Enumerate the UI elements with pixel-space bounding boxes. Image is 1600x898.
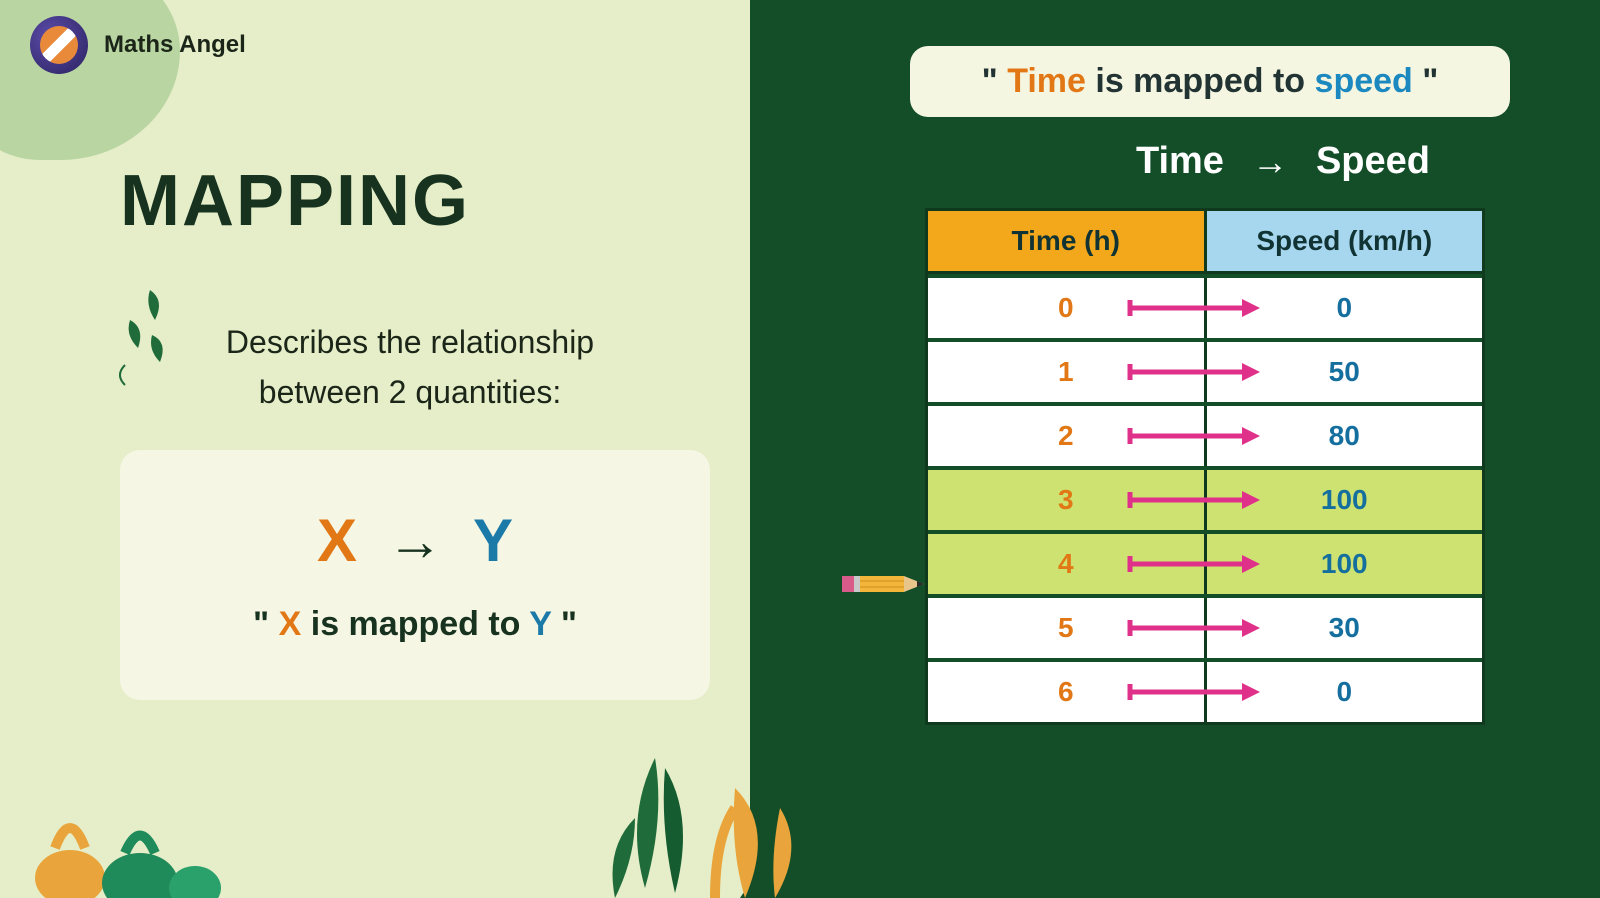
mapping-table: Time (h) Speed (km/h) 001502803100410053… <box>925 208 1485 725</box>
callout-speed: speed <box>1315 62 1413 100</box>
arrow-icon: → <box>1252 141 1288 183</box>
subtitle-line2: between 2 quantities: <box>259 374 561 410</box>
mapping-quote: " X is mapped to Y " <box>253 605 577 644</box>
x-symbol: X <box>317 506 357 575</box>
leaf-decoration-icon <box>110 280 190 390</box>
callout-open: " <box>982 62 1008 100</box>
callout-mid: is mapped to <box>1086 62 1315 100</box>
header-time: Time (h) <box>928 211 1207 274</box>
quote-mid: is mapped to <box>301 605 529 643</box>
pencil-icon <box>842 564 932 604</box>
table-row: 150 <box>928 338 1482 402</box>
mapping-arrow-icon <box>1124 552 1264 576</box>
left-column: MAPPING Describes the relationship betwe… <box>120 160 700 417</box>
ts-time: Time <box>1136 140 1224 183</box>
table-row: 3100 <box>928 466 1482 530</box>
mapping-arrow-icon <box>1124 360 1264 384</box>
quote-x: X <box>279 605 302 643</box>
callout-time: Time <box>1007 62 1086 100</box>
slide-stage: Maths Angel MAPPING Describes the relati… <box>0 0 1600 898</box>
arrow-icon: → <box>387 508 443 573</box>
quote-y: Y <box>529 605 551 643</box>
table-row: 530 <box>928 594 1482 658</box>
table-row: 60 <box>928 658 1482 722</box>
table-row: 280 <box>928 402 1482 466</box>
y-symbol: Y <box>473 506 513 575</box>
callout-close: " <box>1413 62 1439 100</box>
quote-close: " <box>551 605 577 643</box>
table-row: 4100 <box>928 530 1482 594</box>
brand: Maths Angel <box>30 16 246 74</box>
mapping-arrow-icon <box>1124 680 1264 704</box>
mapping-arrow-icon <box>1124 296 1264 320</box>
bush-decoration-icon <box>30 748 250 898</box>
quote-open: " <box>253 605 279 643</box>
header-speed: Speed (km/h) <box>1207 211 1483 274</box>
mapping-arrow-icon <box>1124 488 1264 512</box>
page-title: MAPPING <box>120 160 700 242</box>
mapping-arrow-icon <box>1124 424 1264 448</box>
avatar-icon <box>30 16 88 74</box>
formula-card: X → Y " X is mapped to Y " <box>120 450 710 700</box>
table-header: Time (h) Speed (km/h) <box>928 211 1482 274</box>
subtitle: Describes the relationship between 2 qua… <box>120 318 700 417</box>
table-row: 00 <box>928 274 1482 338</box>
mapping-arrow-icon <box>1124 616 1264 640</box>
time-speed-heading: Time → Speed <box>1136 140 1430 183</box>
ts-speed: Speed <box>1316 140 1430 183</box>
subtitle-line1: Describes the relationship <box>226 324 594 360</box>
brand-name: Maths Angel <box>104 31 246 59</box>
xy-mapping: X → Y <box>317 506 513 575</box>
plant-decoration-icon <box>565 698 865 898</box>
callout-card: " Time is mapped to speed " <box>910 46 1510 117</box>
